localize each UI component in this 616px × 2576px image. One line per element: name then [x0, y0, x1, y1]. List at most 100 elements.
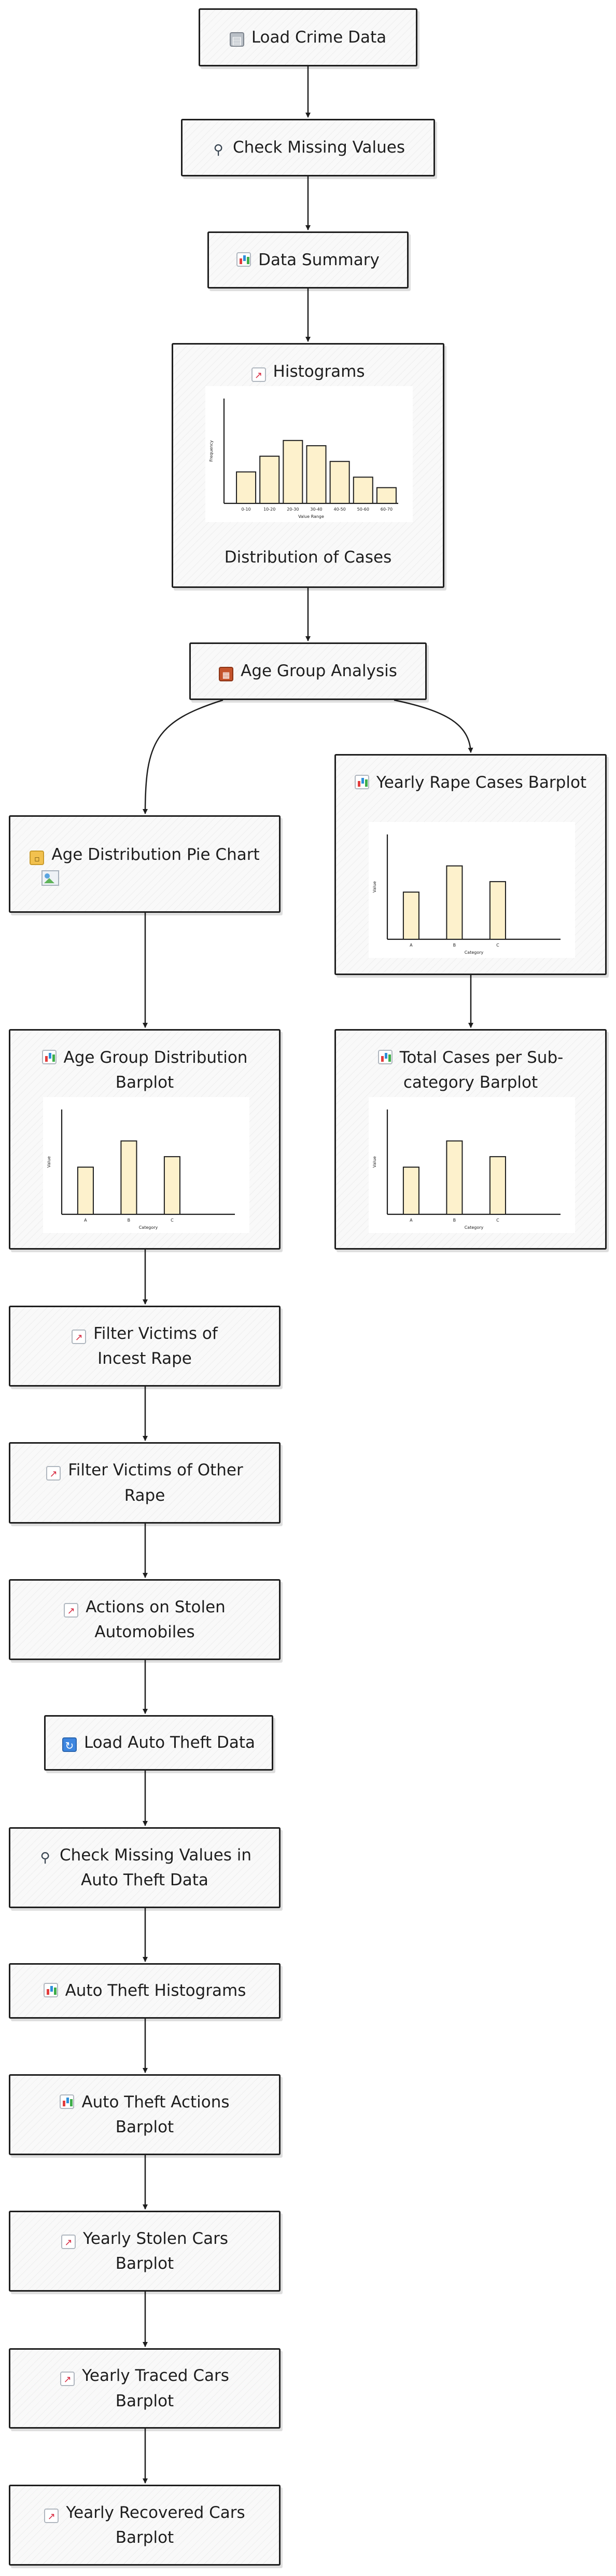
node-label: Age Group Analysis [241, 662, 397, 681]
node-label: Yearly Recovered Cars Barplot [66, 2503, 245, 2547]
node-label: Age Distribution Pie Chart [51, 845, 260, 864]
line-chart-icon: ↗ [60, 2372, 75, 2387]
node-actions-stolen[interactable]: ↗ Actions on Stolen Automobiles [9, 1579, 281, 1660]
node-label: Load Crime Data [251, 28, 387, 47]
bricks-icon: ▦ [219, 667, 234, 682]
bar [236, 471, 257, 504]
histogram-thumbnail: 0-10 10-20 20-30 30-40 40-50 50-60 60-70 Value … [205, 386, 413, 522]
node-load-auto-theft[interactable]: ↻ Load Auto Theft Data [44, 1715, 273, 1771]
edge-agegroup-to-pie [143, 699, 223, 814]
bar-chart-icon [43, 1983, 58, 1998]
bar [402, 892, 419, 940]
folder-icon: ▫ [30, 850, 45, 865]
bar-chart-icon [377, 1050, 393, 1064]
node-check-missing-values[interactable]: ⚲ Check Missing Values [181, 119, 435, 176]
node-label: Check Missing Values in Auto Theft Data [59, 1845, 252, 1889]
x-axis-label: Value Range [298, 514, 324, 519]
bar [329, 461, 350, 504]
broken-image-icon [41, 870, 59, 886]
line-chart-icon: ↗ [61, 2234, 76, 2249]
bar-chart-icon [41, 1050, 57, 1064]
tick-label: C [496, 1218, 499, 1223]
tick-label: 50-60 [357, 507, 369, 512]
bar [489, 881, 506, 940]
tick-label: A [410, 943, 413, 948]
tick-label: 30-40 [310, 507, 322, 512]
magnifier-icon: ⚲ [40, 1849, 50, 1866]
bar [283, 440, 303, 504]
bar-chart-icon [60, 2094, 75, 2109]
node-age-distribution-pie[interactable]: ▫ Age Distribution Pie Chart [9, 815, 281, 913]
tick-label: A [84, 1218, 87, 1223]
node-label: Histograms [273, 362, 365, 381]
node-label: Yearly Traced Cars Barplot [82, 2366, 229, 2410]
node-data-summary[interactable]: Data Summary [207, 231, 409, 289]
node-load-crime-data[interactable]: ▤ Load Crime Data [199, 8, 417, 66]
node-yearly-recovered[interactable]: ↗ Yearly Recovered Cars Barplot [9, 2485, 281, 2566]
node-total-cases-subcategory[interactable]: Total Cases per Sub-category Barplot A B C… [334, 1029, 607, 1250]
node-auto-theft-actions[interactable]: Auto Theft Actions Barplot [9, 2074, 281, 2155]
tick-label: 10-20 [263, 507, 275, 512]
chart-svg: A B C Category Value [372, 834, 561, 955]
bar [306, 445, 327, 504]
tick-label: C [171, 1218, 174, 1223]
tick-label: 40-50 [334, 507, 346, 512]
y-axis-label: Value [47, 1156, 51, 1168]
tick-label: C [496, 943, 499, 948]
refresh-icon: ↻ [62, 1737, 77, 1752]
bar [402, 1167, 419, 1215]
histogram-caption: Distribution of Cases [224, 548, 392, 567]
node-label: Filter Victims of Incest Rape [93, 1324, 218, 1368]
tick-label: 60-70 [381, 507, 393, 512]
bar [446, 865, 463, 940]
age-group-thumbnail: A B C Category Value [43, 1097, 249, 1233]
magnifier-icon: ⚲ [213, 142, 223, 158]
y-axis-label: Value [372, 1156, 377, 1168]
node-histograms[interactable]: ↗ Histograms 0-10 10-20 20-30 30-40 40-50 50-6… [172, 343, 444, 588]
node-check-missing-auto[interactable]: ⚲ Check Missing Values in Auto Theft Data [9, 1827, 281, 1908]
tick-label: B [128, 1218, 131, 1223]
node-label: Auto Theft Histograms [65, 1981, 246, 2000]
node-label: Filter Victims of Other Rape [68, 1461, 243, 1505]
line-chart-icon: ↗ [46, 1466, 61, 1481]
node-label: Auto Theft Actions Barplot [81, 2092, 230, 2136]
x-axis-label: Category [139, 1225, 158, 1230]
bar [163, 1156, 180, 1215]
node-age-group-analysis[interactable]: ▦ Age Group Analysis [189, 642, 427, 700]
node-label: Actions on Stolen Automobiles [86, 1597, 226, 1641]
chart-svg: 0-10 10-20 20-30 30-40 40-50 50-60 60-70 Value … [209, 399, 398, 519]
bar [353, 476, 373, 504]
node-filter-incest[interactable]: ↗ Filter Victims of Incest Rape [9, 1306, 281, 1387]
yearly-rape-thumbnail: A B C Category Value [369, 822, 575, 958]
node-label: Yearly Stolen Cars Barplot [83, 2229, 228, 2273]
node-auto-theft-histograms[interactable]: Auto Theft Histograms [9, 1963, 281, 2019]
bar [77, 1167, 94, 1215]
node-age-group-barplot[interactable]: Age Group Distribution Barplot A B C Catego… [9, 1029, 281, 1250]
node-yearly-traced[interactable]: ↗ Yearly Traced Cars Barplot [9, 2348, 281, 2429]
line-chart-icon: ↗ [44, 2508, 59, 2523]
line-chart-icon: ↗ [64, 1602, 79, 1618]
line-chart-icon: ↗ [251, 367, 266, 382]
tick-label: 20-30 [287, 507, 299, 512]
node-label: Yearly Rape Cases Barplot [376, 773, 587, 792]
node-label: Total Cases per Sub-category Barplot [399, 1048, 564, 1092]
tick-label: B [453, 1218, 456, 1223]
edge-agegroup-to-yearly [394, 699, 473, 753]
bar [446, 1140, 463, 1215]
bar-chart-icon [236, 252, 251, 267]
line-chart-icon: ↗ [72, 1329, 87, 1344]
node-yearly-rape-cases[interactable]: Yearly Rape Cases Barplot A B C Category Val… [334, 754, 607, 975]
x-axis-label: Category [465, 1225, 484, 1230]
y-axis-label: Value [372, 881, 377, 893]
node-label: Check Missing Values [233, 138, 405, 157]
tick-label: B [453, 943, 456, 948]
y-axis-label: Frequency [209, 440, 214, 462]
chart-svg: A B C Category Value [47, 1109, 235, 1230]
chart-svg: A B C Category Value [372, 1109, 561, 1230]
node-label: Load Auto Theft Data [83, 1733, 256, 1752]
subcategory-thumbnail: A B C Category Value [369, 1097, 575, 1233]
tick-label: A [410, 1218, 413, 1223]
node-yearly-stolen[interactable]: ↗ Yearly Stolen Cars Barplot [9, 2211, 281, 2292]
bar [376, 487, 397, 504]
node-filter-other[interactable]: ↗ Filter Victims of Other Rape [9, 1442, 281, 1524]
